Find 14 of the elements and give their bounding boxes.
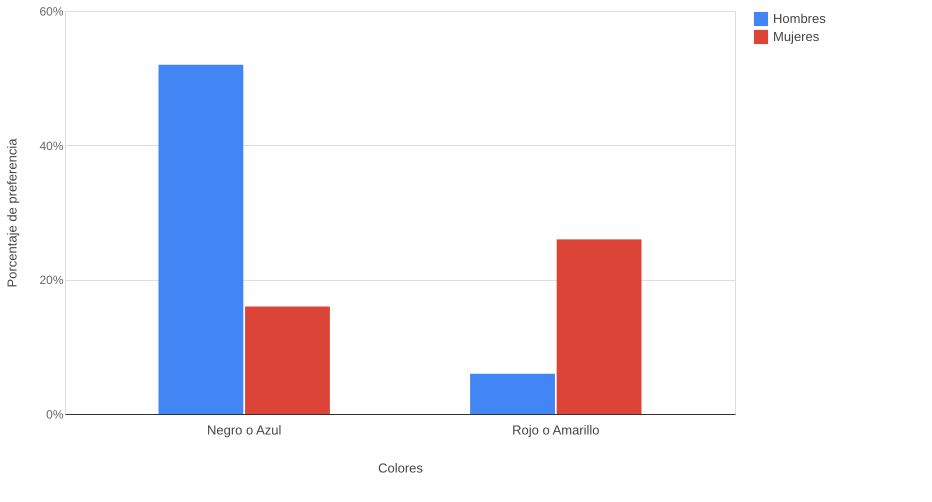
legend-label: Mujeres xyxy=(773,29,820,44)
bar xyxy=(556,239,642,414)
bar xyxy=(245,306,330,414)
legend-label: Hombres xyxy=(773,11,826,26)
y-tick-label: 40% xyxy=(39,138,64,153)
x-axis-title: Colores xyxy=(378,460,424,476)
bar xyxy=(470,374,555,414)
x-tick-label: Rojo o Amarillo xyxy=(512,422,600,438)
y-tick-label: 0% xyxy=(46,408,64,422)
bar xyxy=(158,64,244,414)
y-tick-label: 60% xyxy=(39,4,64,18)
y-axis-title: Porcentaje de preferencia xyxy=(4,138,20,288)
x-tick-label: Negro o Azul xyxy=(206,422,282,438)
y-tick-label: 20% xyxy=(39,273,64,288)
